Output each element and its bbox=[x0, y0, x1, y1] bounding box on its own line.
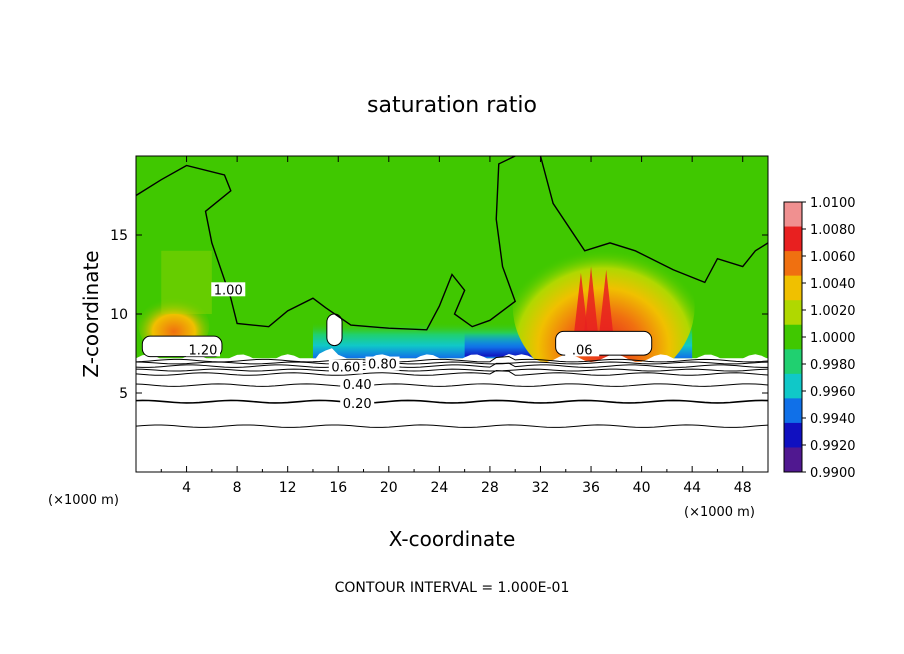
contour-label-bg bbox=[340, 396, 375, 411]
heatmap-field bbox=[136, 156, 768, 472]
colorbar-swatch bbox=[784, 202, 802, 228]
contour-label: 1.20 bbox=[189, 343, 218, 358]
plume-spike bbox=[573, 272, 589, 340]
x-tick-label: 32 bbox=[532, 480, 550, 496]
contour-label-bg bbox=[365, 356, 400, 371]
y-axis-ticks: 5 10 15 bbox=[110, 228, 768, 402]
y-tick-label: 5 bbox=[119, 386, 128, 402]
contour-line bbox=[136, 156, 517, 331]
contour-line bbox=[136, 383, 768, 387]
contour-labels: 0.20 0.40 0.60 0.80 1.00 1.20 .06 bbox=[185, 282, 600, 412]
contour-label-bg bbox=[185, 342, 220, 357]
colorbar-swatch bbox=[784, 226, 802, 252]
colorbar-label: 1.0000 bbox=[810, 331, 856, 346]
x-tick-label: 4 bbox=[182, 480, 191, 496]
contour-label: 0.80 bbox=[368, 358, 397, 373]
contour-line bbox=[136, 362, 768, 368]
contour-line bbox=[136, 368, 768, 372]
x-tick-label: 44 bbox=[683, 480, 701, 496]
colorbar-label: 1.0020 bbox=[810, 304, 856, 319]
contour-label-bg bbox=[565, 342, 600, 357]
contour-interval-note: CONTOUR INTERVAL = 1.000E-01 bbox=[335, 580, 570, 596]
contour-label: 0.40 bbox=[343, 378, 372, 393]
x-tick-label: 24 bbox=[430, 480, 448, 496]
colorbar-label: 0.9900 bbox=[810, 466, 856, 481]
x-unit-left: (×1000 m) bbox=[48, 493, 119, 508]
cloud-blob bbox=[326, 313, 343, 347]
contour-label-bg bbox=[340, 377, 375, 392]
x-tick-label: 12 bbox=[279, 480, 297, 496]
colorbar-label: 0.9960 bbox=[810, 385, 856, 400]
x-tick-label: 40 bbox=[633, 480, 651, 496]
plume-spike bbox=[583, 266, 599, 340]
colorbar-swatch bbox=[784, 324, 802, 350]
x-tick-label: 36 bbox=[582, 480, 600, 496]
colorbar-swatch bbox=[784, 251, 802, 277]
colorbar-label: 0.9920 bbox=[810, 439, 856, 454]
contour-label-bg bbox=[328, 359, 363, 374]
field-region-left-streaks bbox=[161, 250, 212, 314]
colorbar-swatch bbox=[784, 373, 802, 399]
x-axis-ticks: 4 8 12 16 20 24 28 32 36 40 44 48 bbox=[160, 156, 752, 496]
colorbar-swatch bbox=[784, 398, 802, 424]
x-unit-right: (×1000 m) bbox=[684, 505, 755, 520]
y-tick-label: 15 bbox=[110, 228, 128, 244]
contour-line bbox=[136, 424, 768, 428]
contour-line bbox=[136, 361, 768, 365]
colorbar-swatch bbox=[784, 422, 802, 448]
contour-line bbox=[136, 355, 768, 363]
contour-line bbox=[136, 370, 768, 376]
x-tick-label: 48 bbox=[734, 480, 752, 496]
colorbar-label: 1.0100 bbox=[810, 196, 856, 211]
x-tick-label: 20 bbox=[380, 480, 398, 496]
colorbar-swatch bbox=[784, 275, 802, 301]
contour-label: .06 bbox=[572, 343, 593, 358]
colorbar-swatch bbox=[784, 447, 802, 473]
colorbar: 1.0100 1.0080 1.0060 1.0040 1.0020 1.0000 0.99… bbox=[783, 196, 856, 481]
chart-title: saturation ratio bbox=[367, 93, 537, 118]
colorbar-swatch bbox=[784, 349, 802, 375]
x-axis-label: X-coordinate bbox=[389, 527, 516, 551]
y-tick-label: 10 bbox=[110, 307, 128, 323]
contour-line bbox=[136, 399, 768, 404]
colorbar-label: 1.0040 bbox=[810, 277, 856, 292]
contour-label: 1.00 bbox=[214, 283, 243, 298]
contour-lines bbox=[136, 156, 768, 428]
colorbar-label: 0.9940 bbox=[810, 412, 856, 427]
plume-spike bbox=[598, 269, 614, 340]
colorbar-label: 0.9980 bbox=[810, 358, 856, 373]
x-tick-label: 28 bbox=[481, 480, 499, 496]
contour-label: 0.60 bbox=[331, 361, 360, 376]
x-tick-label: 8 bbox=[233, 480, 242, 496]
colorbar-label: 1.0060 bbox=[810, 250, 856, 265]
colorbar-swatch bbox=[784, 300, 802, 326]
y-axis-label: Z-coordinate bbox=[79, 250, 103, 377]
contour-label: 0.20 bbox=[343, 397, 372, 412]
x-tick-label: 16 bbox=[329, 480, 347, 496]
colorbar-label: 1.0080 bbox=[810, 223, 856, 238]
contour-line bbox=[539, 156, 768, 284]
contour-label-bg bbox=[211, 282, 246, 297]
field-region-lower bbox=[136, 348, 768, 472]
